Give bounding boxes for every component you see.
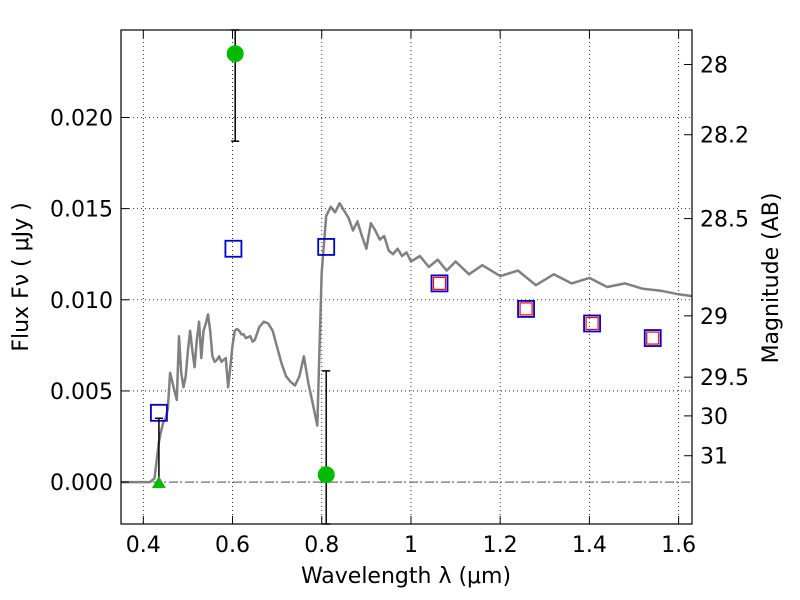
photometry-point [317,466,335,484]
mag-tick-label: 30 [700,405,728,430]
x-tick-label: 0.8 [304,533,339,558]
x-tick-label: 0.6 [215,533,250,558]
x-tick-label: 0.4 [126,533,161,558]
model-flux-square [583,314,601,333]
model-flux-square [224,239,243,258]
y-axis-label: Flux Fν ( μJy ) [9,202,34,351]
observed-flux-square [432,276,447,290]
observed-flux-square [519,302,533,316]
model-flux-square [317,238,336,256]
y-tick-label: 0.020 [50,106,113,131]
observed-flux-square [585,316,599,331]
mag-tick-label: 29 [700,305,728,330]
y-tick-label: 0.015 [50,198,113,223]
tick-marks [121,30,692,524]
x-axis-label: Wavelength λ (μm) [301,564,511,589]
x-tick-label: 1.4 [572,533,607,558]
model-flux-square [643,329,662,347]
right-axis-label: Magnitude (AB) [759,193,784,364]
mag-tick-label: 28.5 [700,208,749,233]
data-layer [121,29,693,525]
y-tick-label: 0.010 [50,289,113,314]
x-tick-label: 1.6 [661,533,696,558]
mag-tick-label: 29.5 [700,366,749,391]
photometry-point [226,45,244,63]
mag-tick-label: 28 [700,53,728,78]
tick-labels: 0.4 0.6 0.8 1 1.2 1.4 1.6 0.000 0.005 0.010 0.015 0… [50,53,749,558]
grid-lines [121,30,692,524]
y-tick-label: 0.000 [50,471,113,496]
upper-limit-triangle [151,476,166,489]
x-tick-label: 1 [404,533,418,558]
y-tick-label: 0.005 [50,380,113,405]
model-flux-square [517,300,535,318]
model-flux-square [430,274,449,293]
mag-tick-label: 28.2 [700,124,749,149]
x-tick-label: 1.2 [483,533,518,558]
mag-tick-label: 31 [700,445,728,470]
model-spectrum-line [121,201,693,484]
observed-flux-square [646,331,660,345]
plot-frame [120,29,693,525]
